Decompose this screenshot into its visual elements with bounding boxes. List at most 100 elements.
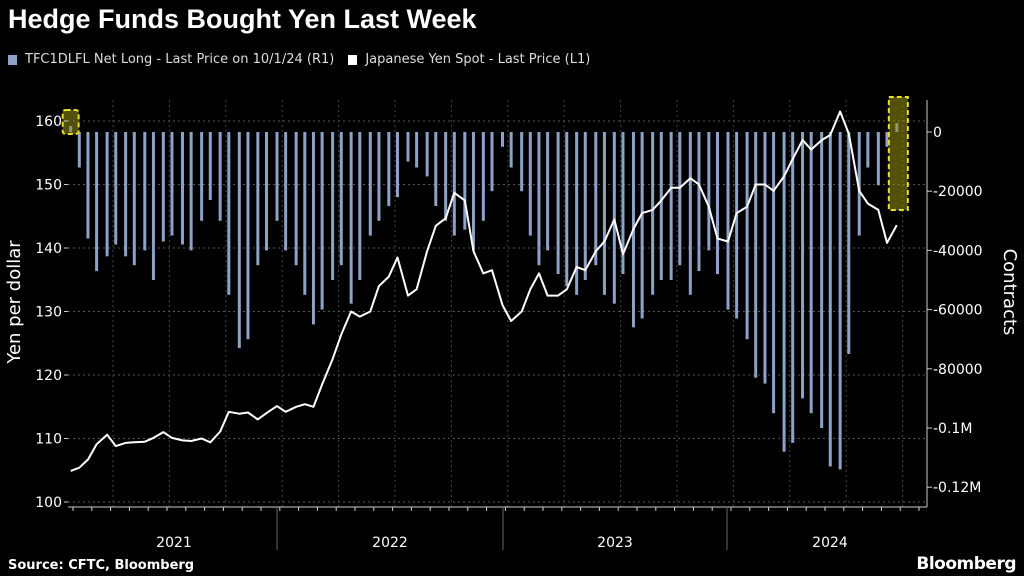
bar — [726, 132, 730, 310]
bar — [275, 132, 279, 221]
bar — [697, 132, 701, 272]
bar — [857, 132, 861, 236]
bar — [311, 132, 315, 325]
bar — [556, 132, 560, 275]
right-tick-label: -0.12M — [933, 480, 981, 496]
bar — [546, 132, 550, 251]
right-axis-label: Contracts — [999, 249, 1020, 336]
bar — [820, 132, 824, 428]
bar — [200, 132, 204, 221]
bar — [772, 132, 776, 414]
bar — [745, 132, 749, 340]
bar — [86, 132, 90, 239]
bar — [161, 132, 165, 242]
bar — [256, 132, 260, 266]
bar — [237, 132, 241, 349]
left-tick-label: 120 — [35, 368, 62, 384]
bar — [509, 132, 513, 168]
chart-title: Hedge Funds Bought Yen Last Week — [8, 4, 477, 34]
bloomberg-logo: Bloomberg — [916, 554, 1016, 574]
bar — [866, 132, 870, 168]
bar — [659, 132, 663, 280]
bar — [151, 132, 155, 280]
bar — [612, 132, 616, 304]
right-tick-label: -20000 — [933, 184, 983, 200]
bar — [208, 132, 212, 201]
bar — [490, 132, 494, 192]
bar — [368, 132, 372, 236]
left-tick-label: 130 — [35, 305, 62, 321]
bar — [349, 132, 353, 304]
bar — [425, 132, 429, 177]
bar — [885, 132, 889, 147]
x-tick-label: 2023 — [597, 535, 633, 551]
bar — [640, 132, 644, 319]
bar — [481, 132, 485, 221]
bar — [838, 132, 842, 470]
bar — [114, 132, 118, 245]
right-tick-label: -40000 — [933, 243, 983, 259]
right-tick-label: -0.1M — [933, 421, 972, 437]
bar — [707, 132, 711, 251]
legend-swatch-yen-spot — [348, 54, 358, 65]
bar — [847, 132, 851, 354]
bar — [754, 132, 758, 378]
bar — [651, 132, 655, 295]
left-tick-label: 100 — [35, 495, 62, 511]
bar — [809, 132, 813, 414]
bar — [218, 132, 222, 221]
bar — [565, 132, 569, 286]
bar — [377, 132, 381, 221]
bar — [735, 132, 739, 319]
highlight-box — [61, 109, 80, 135]
left-axis-label: Yen per dollar — [4, 240, 25, 365]
left-tick-label: 140 — [35, 241, 62, 257]
bar — [583, 132, 587, 280]
bar — [782, 132, 786, 452]
x-tick-label: 2021 — [156, 535, 192, 551]
bar — [132, 132, 136, 266]
bar — [452, 132, 456, 236]
bar — [463, 132, 467, 230]
bar — [678, 132, 682, 266]
bar — [105, 132, 109, 257]
bar — [575, 132, 579, 295]
right-tick-label: -60000 — [933, 303, 983, 319]
bar — [471, 132, 475, 251]
bar — [501, 132, 504, 147]
bar — [227, 132, 231, 295]
bar — [434, 132, 438, 206]
bar — [124, 132, 128, 257]
bar — [537, 132, 541, 266]
bar — [331, 132, 335, 280]
bar — [246, 132, 250, 340]
yen-spot-line — [70, 110, 898, 472]
bar — [170, 132, 174, 236]
bar — [77, 132, 81, 168]
bar — [415, 132, 419, 168]
bar — [763, 132, 767, 384]
bar — [358, 132, 362, 280]
bar — [594, 132, 598, 266]
bar — [303, 132, 307, 295]
bar — [876, 132, 880, 186]
left-tick-label: 160 — [35, 114, 62, 130]
legend-label-net-long: TFC1DLFL Net Long - Last Price on 10/1/2… — [25, 52, 335, 67]
bar — [284, 132, 288, 251]
bar — [621, 132, 625, 275]
bar — [520, 132, 524, 192]
x-tick-label: 2024 — [812, 535, 848, 551]
bar — [180, 132, 184, 245]
bar — [791, 132, 795, 443]
bar — [264, 132, 268, 251]
bar — [339, 132, 343, 266]
bar — [95, 132, 99, 272]
bar — [395, 132, 399, 198]
bar — [406, 132, 410, 162]
bar — [189, 132, 193, 251]
bar — [828, 132, 832, 467]
left-tick-label: 150 — [35, 178, 62, 194]
legend-swatch-net-long — [8, 54, 17, 65]
bar — [801, 132, 805, 399]
